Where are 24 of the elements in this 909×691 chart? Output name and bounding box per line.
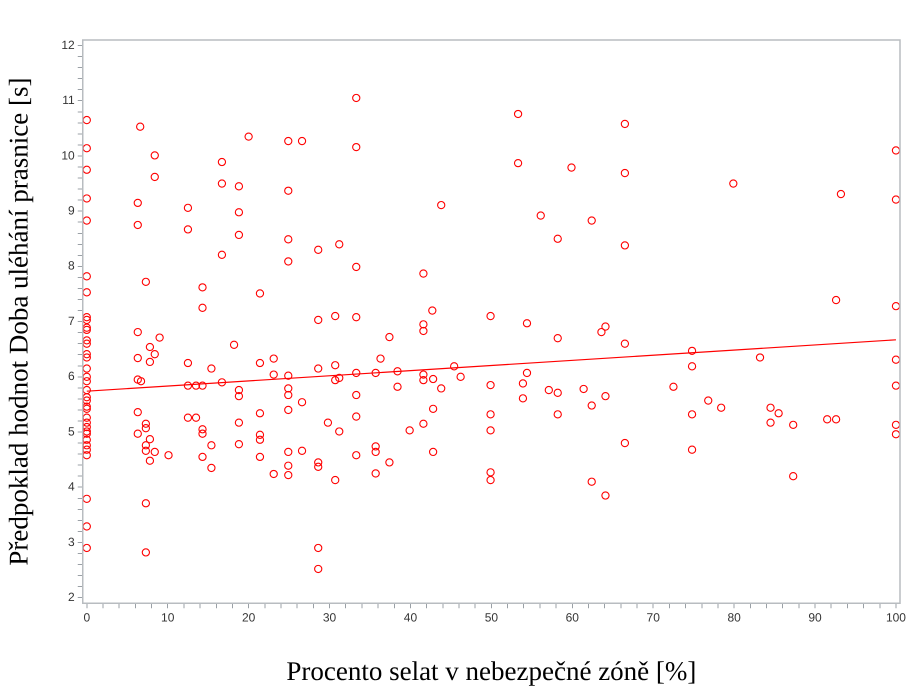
x-tick-label: 20: [242, 610, 256, 625]
y-tick-label: 9: [68, 203, 76, 218]
x-tick-label: 90: [808, 610, 822, 625]
y-tick-label: 10: [61, 148, 76, 162]
x-axis-title: Procento selat v nebezpečné zóně [%]: [286, 656, 696, 686]
x-tick-label: 30: [322, 610, 337, 625]
y-tick-label: 5: [68, 424, 76, 438]
x-tick-label: 0: [83, 610, 90, 625]
x-tick-label: 50: [484, 610, 498, 625]
y-tick-label: 3: [68, 534, 76, 549]
y-tick-label: 4: [68, 480, 76, 494]
x-tick-label: 70: [646, 610, 660, 625]
y-tick-label: 6: [68, 369, 76, 384]
x-tick-label: 60: [566, 610, 580, 625]
y-axis-title: Předpoklad hodnot Doba uléhání prasnice [s]: [3, 78, 34, 566]
x-tick-label: 10: [161, 610, 175, 625]
y-tick-label: 11: [62, 93, 76, 108]
y-tick-label: 12: [61, 38, 76, 52]
y-tick-label: 2: [68, 590, 76, 604]
x-tick-label: 40: [404, 610, 418, 625]
x-tick-label: 80: [727, 610, 742, 625]
y-tick-label: 7: [68, 314, 76, 328]
x-tick-label: 100: [886, 610, 906, 625]
y-tick-label: 8: [68, 258, 76, 273]
